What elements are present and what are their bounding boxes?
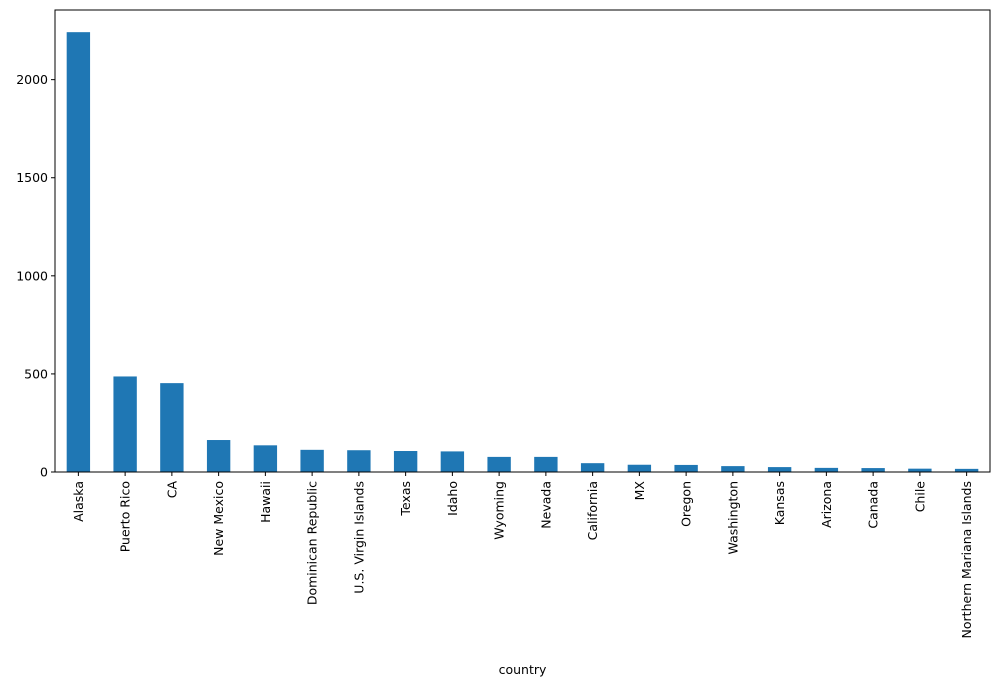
bar xyxy=(674,464,698,472)
y-tick-label: 0 xyxy=(40,465,48,480)
x-tick-label: California xyxy=(585,481,600,540)
x-tick-label: Puerto Rico xyxy=(118,481,133,552)
axes-frame xyxy=(54,9,991,473)
y-tick-label: 1500 xyxy=(16,170,48,185)
bar xyxy=(954,468,979,472)
x-tick-label: MX xyxy=(632,481,647,501)
bar xyxy=(160,383,184,472)
x-tick-label: Washington xyxy=(725,481,740,554)
bar xyxy=(534,456,558,472)
x-tick-label: Kansas xyxy=(772,481,787,525)
x-tick-label: New Mexico xyxy=(211,481,226,556)
bar xyxy=(721,466,745,472)
x-tick-label: Chile xyxy=(912,481,927,513)
bar xyxy=(767,467,792,472)
y-tick-label: 2000 xyxy=(16,72,48,87)
x-tick-label: CA xyxy=(164,481,179,499)
x-tick-label: Arizona xyxy=(819,481,834,528)
x-tick-label: Alaska xyxy=(71,481,86,522)
bar xyxy=(627,464,652,472)
bar xyxy=(393,451,418,472)
x-tick-label: Hawaii xyxy=(258,481,273,523)
bar xyxy=(814,467,839,472)
y-axis: 0 500 1000 1500 2000 xyxy=(16,72,55,480)
x-tick-label: Northern Mariana Islands xyxy=(959,481,974,638)
bar xyxy=(113,376,137,472)
x-tick-label: Wyoming xyxy=(492,481,507,540)
bar xyxy=(861,468,885,472)
x-tick-label: Dominican Republic xyxy=(305,481,320,605)
bar xyxy=(580,463,605,472)
bar xyxy=(206,440,231,472)
x-tick-label: Idaho xyxy=(445,481,460,516)
y-tick-label: 1000 xyxy=(16,268,48,283)
y-tick-label: 500 xyxy=(24,366,48,381)
x-tick-label: Canada xyxy=(866,481,881,529)
x-tick-label: Nevada xyxy=(538,481,553,529)
x-tick-label: U.S. Virgin Islands xyxy=(351,481,366,594)
x-tick-label: Oregon xyxy=(679,481,694,527)
bar xyxy=(300,449,324,472)
bar xyxy=(347,450,371,472)
bar xyxy=(487,456,511,472)
bars-layer xyxy=(66,32,979,472)
x-axis-label: country xyxy=(499,662,547,677)
x-tick-label: Texas xyxy=(398,481,413,517)
bar xyxy=(66,32,91,472)
bar xyxy=(908,468,932,472)
bar xyxy=(440,451,465,472)
x-axis: Alaska Puerto Rico CA New Mexico Hawaii Domin… xyxy=(71,472,974,638)
bar xyxy=(253,445,278,472)
